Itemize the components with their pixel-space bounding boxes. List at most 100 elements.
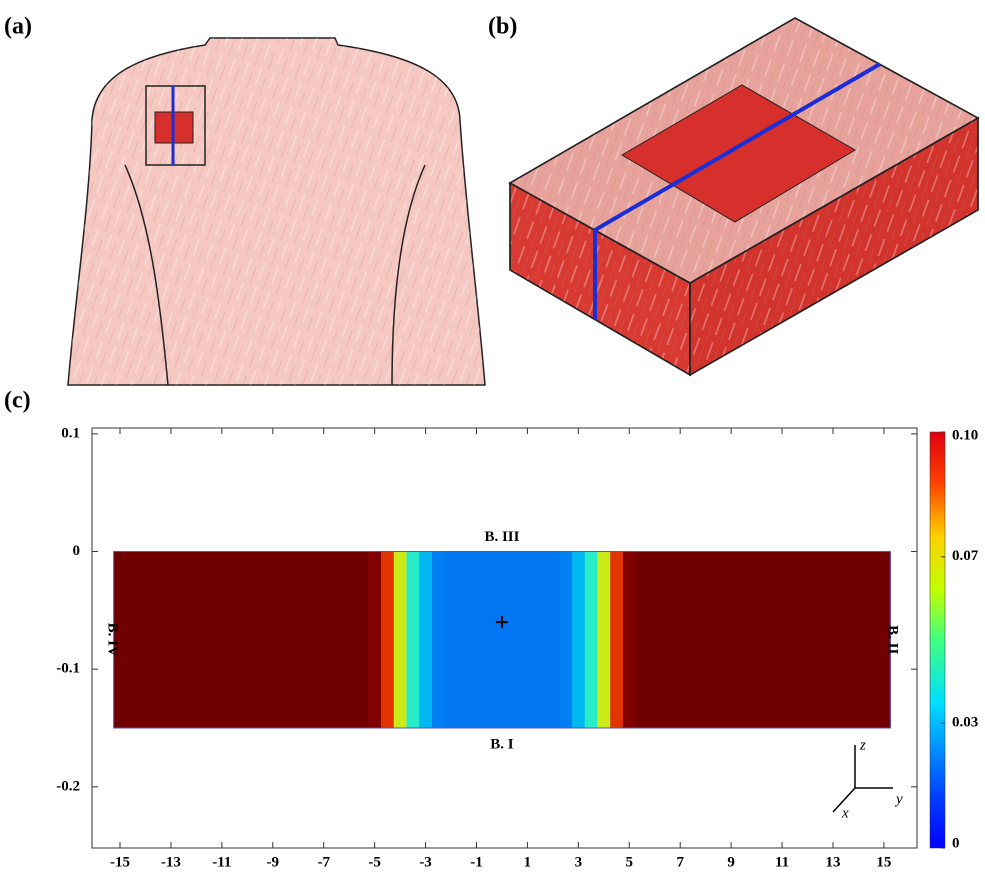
- heat-strip: [381, 551, 395, 728]
- axis-triad: [832, 745, 893, 813]
- heat-strip: [164, 551, 178, 728]
- heat-strip: [826, 551, 840, 728]
- x-tick-label: -3: [419, 854, 432, 870]
- x-tick-label: -9: [267, 854, 280, 870]
- heat-strip: [240, 551, 255, 728]
- heat-strip: [750, 551, 764, 728]
- heat-strip: [673, 551, 688, 728]
- heat-strip: [597, 551, 611, 728]
- heat-strip: [775, 551, 790, 728]
- heat-strip: [508, 551, 522, 728]
- heat-strip: [253, 551, 268, 728]
- heat-strip: [852, 551, 866, 728]
- heat-strip: [495, 551, 509, 728]
- heat-strip: [228, 551, 242, 728]
- heat-strip: [635, 551, 649, 728]
- panel-label: (c): [4, 388, 31, 414]
- heat-strip: [126, 551, 140, 728]
- axis-letter: z: [859, 737, 866, 753]
- x-tick-label: 13: [825, 854, 840, 870]
- heat-strip: [368, 551, 382, 728]
- x-tick-label: -13: [161, 854, 181, 870]
- axis-letter: y: [894, 791, 903, 807]
- x-tick-label: 9: [727, 854, 735, 870]
- heat-strip: [661, 551, 675, 728]
- colorbar: [929, 431, 946, 849]
- heat-strip: [839, 551, 853, 728]
- heat-strip: [266, 551, 280, 728]
- y-tick-label: -0.1: [56, 661, 80, 677]
- heat-strip: [762, 551, 777, 728]
- heat-strip: [215, 551, 229, 728]
- x-tick-label: -1: [470, 854, 483, 870]
- heat-strip: [610, 551, 624, 728]
- heat-strip: [584, 551, 599, 728]
- heat-strip: [571, 551, 586, 728]
- heat-strip: [712, 551, 726, 728]
- heat-strip: [355, 551, 369, 728]
- boundary-label: B. I: [490, 736, 514, 752]
- boundary-label: B. II: [884, 625, 900, 654]
- boundary-label: B. III: [484, 529, 519, 545]
- x-tick-label: 11: [775, 854, 789, 870]
- x-tick-label: -7: [317, 854, 330, 870]
- heat-strip: [342, 551, 357, 728]
- axis-letter: x: [841, 805, 849, 821]
- heat-strip: [151, 551, 166, 728]
- heat-strip: [737, 551, 751, 728]
- heatmap-plot: [113, 551, 891, 729]
- y-tick-label: 0.1: [61, 425, 80, 441]
- heat-strip: [457, 551, 471, 728]
- heat-strip: [317, 551, 331, 728]
- heat-strip: [864, 551, 879, 728]
- heat-strip: [470, 551, 484, 728]
- field-outline: [113, 551, 891, 729]
- heat-strip: [546, 551, 560, 728]
- torso-illustration: [67, 37, 486, 386]
- panel-label: (b): [488, 14, 517, 40]
- heat-strip: [419, 551, 433, 728]
- center-marker: [495, 616, 508, 629]
- x-tick-label: 5: [626, 854, 634, 870]
- heat-strip: [622, 551, 637, 728]
- heat-strip: [291, 551, 306, 728]
- colorbar-tick-label: 0.07: [952, 548, 979, 564]
- heat-strip: [393, 551, 408, 728]
- heat-strip: [648, 551, 662, 728]
- heat-strip: [724, 551, 739, 728]
- heat-strip: [801, 551, 815, 728]
- y-tick-label: 0: [73, 543, 81, 559]
- heat-strip: [177, 551, 191, 728]
- heat-strip: [202, 551, 217, 728]
- x-tick-label: -11: [212, 854, 231, 870]
- colorbar-tick-label: 0.03: [952, 715, 978, 731]
- heat-strip: [330, 551, 344, 728]
- heat-strip: [279, 551, 293, 728]
- heat-strip: [190, 551, 204, 728]
- heat-strip: [877, 551, 891, 728]
- panel-label: (a): [4, 14, 32, 40]
- x-tick-label: 3: [575, 854, 583, 870]
- x-tick-label: -5: [368, 854, 381, 870]
- heat-strip: [139, 551, 153, 728]
- heat-strip: [431, 551, 446, 728]
- heat-strip: [304, 551, 318, 728]
- colorbar-tick-label: 0.10: [952, 427, 978, 443]
- x-tick-label: 1: [524, 854, 532, 870]
- boundary-label: B. IV: [105, 623, 121, 657]
- y-tick-label: -0.2: [56, 778, 80, 794]
- heat-strip: [521, 551, 535, 728]
- plot-frame: [91, 427, 918, 849]
- x-tick-label: 15: [876, 854, 891, 870]
- x-tick-label: 7: [676, 854, 684, 870]
- tissue-block: [508, 17, 980, 377]
- heat-strip: [406, 551, 420, 728]
- heat-strip: [686, 551, 700, 728]
- colorbar-tick-label: 0: [952, 835, 960, 851]
- x-tick-label: -15: [110, 854, 130, 870]
- heat-strip: [813, 551, 828, 728]
- heat-strip: [444, 551, 458, 728]
- heat-strip: [559, 551, 573, 728]
- heat-strip: [113, 551, 127, 728]
